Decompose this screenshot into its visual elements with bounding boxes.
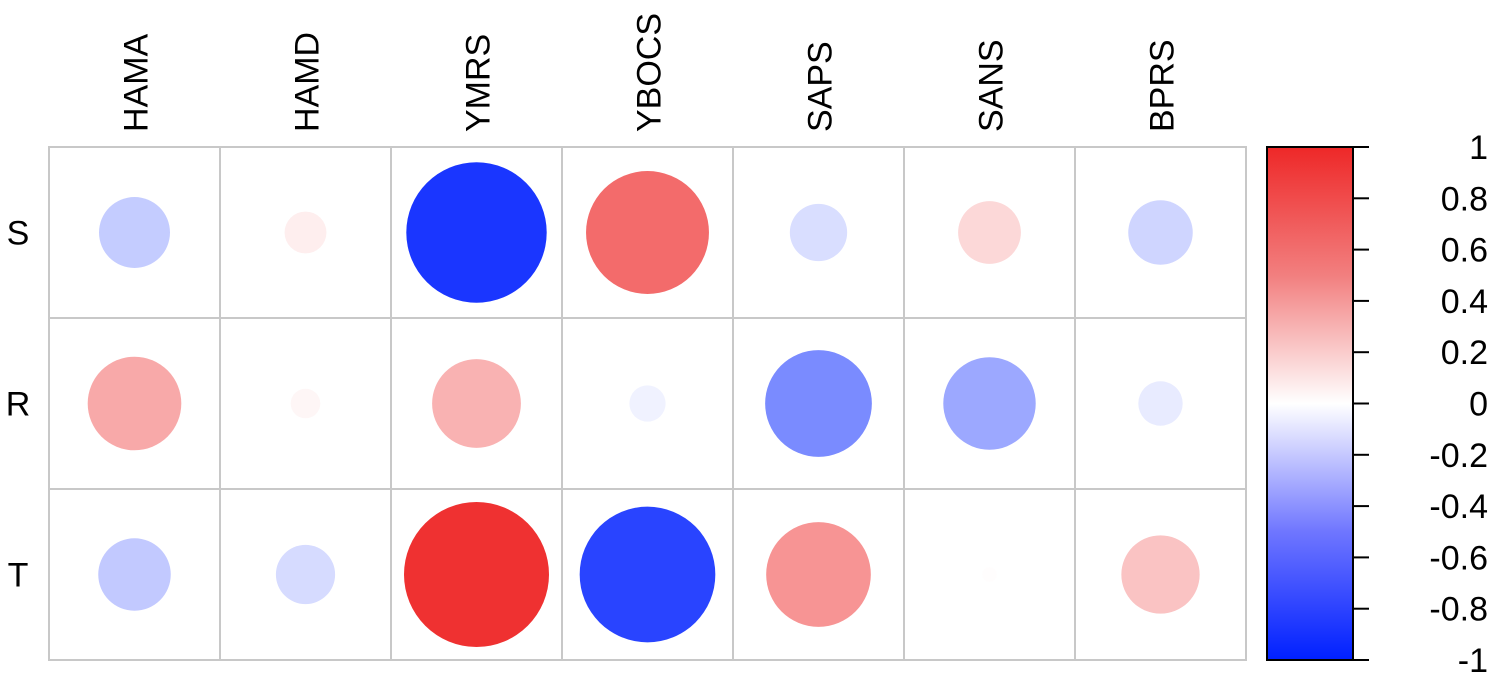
colorbar: 1 0.8 0.6 0.4 0.2 0 -0.2 -0.4 -0.6 -0.8 -1 [1266, 129, 1488, 680]
column-label-ymrs: YMRS [460, 34, 498, 132]
axis-labels: HAMA HAMD YMRS YBOCS SAPS SANS BPRS S R T [6, 13, 1182, 595]
grid-cell-T-BPRS [1074, 488, 1247, 661]
correlation-circle-S-HAMD [284, 211, 327, 254]
colorbar-tick-label: -0.6 [1429, 539, 1488, 577]
correlation-circle-T-YBOCS [579, 506, 716, 643]
correlation-circle-T-HAMD [275, 544, 336, 605]
correlation-circle-R-BPRS [1138, 381, 1183, 426]
correlation-circle-S-HAMA [99, 197, 170, 268]
row-label-r: R [6, 386, 31, 424]
colorbar-tick-label: 1 [1469, 129, 1488, 167]
column-label-hamd: HAMD [289, 32, 327, 132]
colorbar-tick-label: 0 [1469, 386, 1488, 424]
column-label-saps: SAPS [802, 41, 840, 132]
correlation-circle-R-HAMA [87, 356, 182, 451]
correlation-circle-T-SAPS [766, 522, 871, 627]
colorbar-tick-label: 0.6 [1441, 232, 1488, 270]
correlation-circle-R-YBOCS [629, 385, 666, 422]
correlation-circle-T-SANS [982, 567, 997, 582]
correlation-circle-T-HAMA [98, 538, 171, 611]
colorbar-tick-label: 0.8 [1441, 180, 1488, 218]
column-label-hama: HAMA [118, 33, 156, 132]
correlation-circle-S-SANS [958, 201, 1021, 264]
correlation-circle-R-SANS [943, 357, 1036, 450]
circles [87, 162, 1200, 648]
colorbar-tick-label: -0.8 [1429, 591, 1488, 629]
colorbar-gradient [1266, 146, 1354, 661]
colorbar-tick-label: -0.2 [1429, 437, 1488, 475]
correlation-circle-S-BPRS [1128, 200, 1193, 265]
colorbar-tick-label: -1 [1458, 642, 1488, 680]
row-label-s: S [7, 215, 30, 253]
correlation-circle-R-HAMD [290, 388, 321, 419]
column-label-ybocs: YBOCS [631, 13, 669, 132]
correlation-circle-S-YBOCS [586, 171, 709, 294]
correlation-circle-R-YMRS [432, 359, 521, 448]
correlation-circle-S-SAPS [789, 203, 848, 262]
grid [48, 146, 1247, 661]
colorbar-tick-label: 0.4 [1441, 283, 1488, 321]
correlation-circle-T-BPRS [1121, 535, 1200, 614]
correlation-circle-R-SAPS [765, 350, 872, 457]
correlation-circle-T-YMRS [403, 501, 550, 648]
colorbar-tick-label: 0.2 [1441, 334, 1488, 372]
correlation-circle-S-YMRS [406, 162, 547, 303]
column-label-bprs: BPRS [1144, 39, 1182, 132]
colorbar-tick-label: -0.4 [1429, 488, 1488, 526]
column-label-sans: SANS [973, 39, 1011, 132]
row-label-t: T [8, 557, 29, 595]
